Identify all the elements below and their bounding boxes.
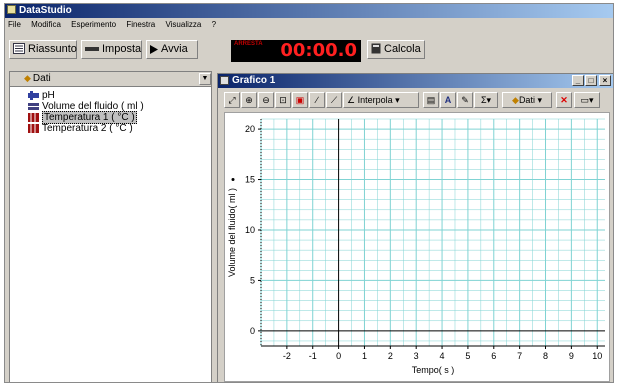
timer-display: ARRESTA 00:00.0 bbox=[231, 40, 361, 62]
data-diamond-icon: ◆ bbox=[24, 73, 31, 83]
menu-finestra[interactable]: Finestra bbox=[126, 20, 156, 29]
delete-icon[interactable]: ✕ bbox=[556, 92, 572, 108]
smart-tool-icon[interactable]: ▣ bbox=[292, 92, 308, 108]
interpolate-label: Interpola bbox=[357, 95, 393, 105]
data-source-label: Temperatura 2 ( °C ) bbox=[42, 123, 133, 134]
start-label: Avvia bbox=[161, 43, 188, 55]
menu-modifica[interactable]: Modifica bbox=[31, 20, 61, 29]
data-source-label: pH bbox=[42, 90, 55, 101]
data-panel: ◆ Dati ▼ pH Volume del fluido ( ml ) Temp… bbox=[9, 71, 212, 382]
fit-line-icon[interactable]: ⟋ bbox=[326, 92, 342, 108]
interpolate-dropdown[interactable]: ∠ Interpola ▾ bbox=[343, 92, 419, 108]
data-source-label: Temperatura 1 ( °C ) bbox=[42, 111, 137, 124]
x-tick-label: 3 bbox=[414, 351, 419, 361]
ph-sensor-icon bbox=[28, 91, 39, 100]
menu-bar: File Modifica Esperimento Finestra Visua… bbox=[5, 18, 613, 31]
annotation-button[interactable]: A bbox=[440, 92, 456, 108]
autoscale-icon[interactable]: ⤢ bbox=[224, 92, 240, 108]
x-tick-label: 2 bbox=[388, 351, 393, 361]
app-icon bbox=[7, 5, 16, 14]
menu-visualizza[interactable]: Visualizza bbox=[165, 20, 202, 29]
menu-help[interactable]: ? bbox=[211, 20, 217, 29]
timer-state-label: ARRESTA bbox=[234, 41, 263, 47]
close-button[interactable]: × bbox=[599, 75, 611, 86]
y-tick-label: 5 bbox=[250, 275, 255, 285]
x-tick-label: 8 bbox=[543, 351, 548, 361]
menu-esperimento[interactable]: Esperimento bbox=[71, 20, 117, 29]
graph-title: Grafico 1 bbox=[232, 75, 276, 86]
maximize-button[interactable]: □ bbox=[585, 75, 597, 86]
x-tick-label: 7 bbox=[517, 351, 522, 361]
setup-button[interactable]: Imposta bbox=[81, 40, 142, 59]
y-axis-marker bbox=[231, 178, 235, 182]
data-source-temperature-1[interactable]: Temperatura 1 ( °C ) bbox=[10, 111, 211, 124]
y-tick-label: 0 bbox=[250, 326, 255, 336]
chevron-down-icon[interactable]: ▼ bbox=[199, 73, 211, 85]
setup-label: Imposta bbox=[102, 43, 142, 55]
x-tick-label: 10 bbox=[592, 351, 602, 361]
data-source-ph[interactable]: pH bbox=[10, 90, 211, 101]
graph-plot[interactable]: -2 -1 0 1 2 3 4 5 6 7 8 9 10 0 5 10 15 20 Tempo( s ) Volume… bbox=[225, 113, 609, 381]
summary-button[interactable]: Riassunto bbox=[9, 40, 77, 59]
data-panel-title: Dati bbox=[32, 73, 51, 84]
start-button[interactable]: Avvia bbox=[146, 40, 198, 59]
play-icon bbox=[150, 43, 158, 60]
temperature-sensor-icon bbox=[28, 124, 39, 133]
graph-window: Grafico 1 _ □ × ⤢ ⊕ ⊖ ⊡ ▣ ∕ ⟋ ∠ Interpol… bbox=[217, 73, 613, 382]
data-diamond-icon: ◆ bbox=[512, 95, 519, 105]
x-tick-label: 5 bbox=[465, 351, 470, 361]
y-tick-label: 20 bbox=[245, 124, 255, 134]
x-tick-label: 6 bbox=[491, 351, 496, 361]
data-source-volume[interactable]: Volume del fluido ( ml ) bbox=[10, 101, 211, 112]
summary-icon bbox=[13, 43, 25, 60]
calculator-icon[interactable]: ▤ bbox=[423, 92, 439, 108]
x-tick-label: 0 bbox=[336, 351, 341, 361]
x-tick-label: 9 bbox=[569, 351, 574, 361]
interpolate-icon: ∠ bbox=[347, 95, 358, 105]
calculate-button[interactable]: Calcola bbox=[367, 40, 425, 59]
slope-tool-icon[interactable]: ∕ bbox=[309, 92, 325, 108]
temperature-sensor-icon bbox=[28, 113, 39, 122]
statistics-dropdown[interactable]: Σ▾ bbox=[474, 92, 498, 108]
calculator-icon bbox=[371, 43, 381, 60]
x-tick-label: 4 bbox=[440, 351, 445, 361]
zoom-in-icon[interactable]: ⊕ bbox=[241, 92, 257, 108]
calculate-label: Calcola bbox=[384, 43, 421, 55]
timer-value: 00:00.0 bbox=[280, 40, 357, 61]
app-title: DataStudio bbox=[19, 5, 72, 16]
menu-file[interactable]: File bbox=[8, 20, 21, 29]
volume-sensor-icon bbox=[28, 103, 39, 110]
sigma-label: Σ bbox=[480, 95, 487, 105]
x-tick-label: -1 bbox=[309, 351, 317, 361]
y-tick-label: 15 bbox=[245, 175, 255, 185]
x-tick-label: 1 bbox=[362, 351, 367, 361]
data-panel-header[interactable]: ◆ Dati ▼ bbox=[10, 72, 211, 87]
data-source-temperature-2[interactable]: Temperatura 2 ( °C ) bbox=[10, 123, 211, 134]
datastudio-window: DataStudio File Modifica Esperimento Fin… bbox=[4, 3, 614, 383]
zoom-select-icon[interactable]: ⊡ bbox=[275, 92, 291, 108]
x-axis-label: Tempo( s ) bbox=[412, 365, 455, 375]
prediction-icon[interactable]: ✎ bbox=[457, 92, 473, 108]
summary-label: Riassunto bbox=[28, 43, 77, 55]
y-tick-label: 10 bbox=[245, 225, 255, 235]
x-tick-label: -2 bbox=[283, 351, 291, 361]
graph-icon bbox=[220, 76, 229, 85]
plot-area-background: -2 -1 0 1 2 3 4 5 6 7 8 9 10 0 5 10 15 20 Tempo( s ) Volume… bbox=[224, 112, 610, 382]
graph-title-bar: Grafico 1 _ □ × bbox=[218, 74, 613, 88]
minimize-button[interactable]: _ bbox=[572, 75, 584, 86]
app-title-bar: DataStudio bbox=[5, 4, 613, 18]
y-axis-label: Volume del fluido( ml ) bbox=[227, 188, 237, 277]
data-source-label: Volume del fluido ( ml ) bbox=[42, 101, 144, 112]
data-dropdown-label: Dati bbox=[518, 95, 535, 105]
zoom-out-icon[interactable]: ⊖ bbox=[258, 92, 274, 108]
data-dropdown[interactable]: ◆Dati ▾ bbox=[502, 92, 552, 108]
display-options-icon[interactable]: ▭▾ bbox=[574, 92, 600, 108]
interface-icon bbox=[85, 43, 99, 60]
graph-toolbar: ⤢ ⊕ ⊖ ⊡ ▣ ∕ ⟋ ∠ Interpola ▾ ▤ A ✎ Σ▾ ◆Da… bbox=[218, 90, 613, 110]
main-toolbar: Riassunto Imposta Avvia ARRESTA 00:00.0 … bbox=[5, 34, 613, 64]
